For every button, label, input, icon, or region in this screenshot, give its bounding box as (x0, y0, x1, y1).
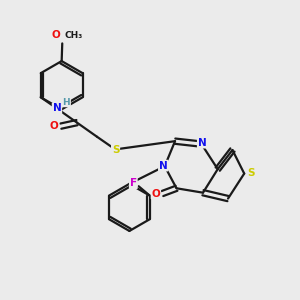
Text: O: O (152, 189, 160, 199)
Text: S: S (112, 145, 119, 155)
Text: N: N (159, 160, 168, 171)
Text: N: N (52, 103, 61, 113)
Text: F: F (130, 178, 137, 188)
Text: O: O (51, 30, 60, 40)
Text: S: S (247, 168, 254, 178)
Text: N: N (198, 138, 206, 148)
Text: CH₃: CH₃ (64, 31, 83, 40)
Text: H: H (63, 98, 70, 106)
Text: O: O (50, 121, 59, 130)
